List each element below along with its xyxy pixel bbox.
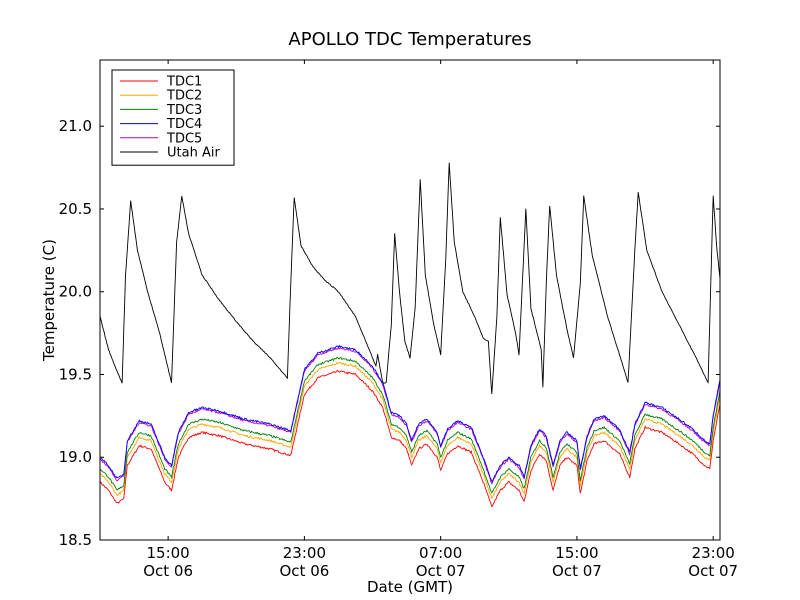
legend-box xyxy=(111,69,235,166)
chart-title: APOLLO TDC Temperatures xyxy=(288,29,531,50)
axes-frame xyxy=(99,59,721,541)
x-tick-label-date: Oct 06 xyxy=(143,562,193,580)
y-axis-label: Temperature (C) xyxy=(40,239,58,362)
legend-label: Utah Air xyxy=(167,146,220,161)
series-line-tdc3 xyxy=(100,357,720,494)
y-tick-label: 20.0 xyxy=(59,283,92,301)
x-axis-label: Date (GMT) xyxy=(367,578,453,596)
series-line-tdc5 xyxy=(100,346,720,485)
y-tick-label: 20.5 xyxy=(59,200,92,218)
x-tick-label-time: 07:00 xyxy=(419,544,462,562)
x-tick-label-time: 23:00 xyxy=(283,544,326,562)
series-line-tdc1 xyxy=(100,369,720,508)
x-tick-label-time: 23:00 xyxy=(692,544,735,562)
y-tick-label: 21.0 xyxy=(59,117,92,135)
series-line-utah-air xyxy=(100,162,720,395)
legend-label: TDC1 xyxy=(166,75,202,90)
x-tick-label-date: Oct 07 xyxy=(688,562,738,580)
y-tick-label: 18.5 xyxy=(59,531,92,549)
legend-label: TDC4 xyxy=(166,117,202,132)
y-tick-label: 19.0 xyxy=(59,448,92,466)
legend-label: TDC3 xyxy=(166,103,202,118)
x-tick-label-date: Oct 07 xyxy=(552,562,602,580)
series-line-tdc2 xyxy=(100,361,720,500)
x-tick-label-time: 15:00 xyxy=(555,544,598,562)
x-tick-label-date: Oct 06 xyxy=(279,562,329,580)
series-line-tdc4 xyxy=(100,344,720,483)
x-tick-label-time: 15:00 xyxy=(147,544,190,562)
legend-label: TDC2 xyxy=(166,89,202,104)
x-tick-label-date: Oct 07 xyxy=(416,562,466,580)
legend-label: TDC5 xyxy=(166,131,202,146)
y-tick-label: 19.5 xyxy=(59,365,92,383)
